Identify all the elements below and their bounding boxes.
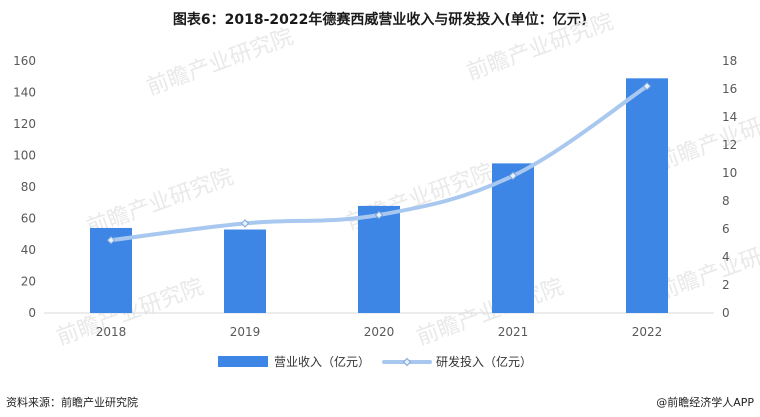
y-right-tick-label: 6 — [722, 222, 730, 236]
x-tick-label: 2021 — [498, 325, 529, 339]
rd-investment-point — [642, 81, 652, 91]
watermark-text: 前瞻产业研究院 — [654, 229, 760, 305]
y-left-tick-label: 120 — [13, 117, 36, 131]
y-right-tick-label: 16 — [722, 82, 737, 96]
y-right-tick-label: 10 — [722, 166, 737, 180]
credit-note: @前瞻经济学人APP — [656, 396, 754, 409]
revenue-bar — [626, 78, 668, 313]
legend-label-rd: 研发投入（亿元） — [436, 354, 532, 369]
y-right-tick-label: 14 — [722, 110, 737, 124]
x-tick-label: 2019 — [230, 325, 261, 339]
y-right-tick-label: 4 — [722, 250, 730, 264]
x-tick-label: 2018 — [96, 325, 127, 339]
y-left-tick-label: 140 — [13, 86, 36, 100]
watermark-text: 前瞻产业研究院 — [654, 99, 760, 175]
y-left-tick-label: 80 — [21, 180, 36, 194]
watermark-text: 前瞻产业研究院 — [464, 9, 617, 85]
legend-swatch-rd-marker — [402, 357, 412, 367]
y-left-tick-label: 20 — [21, 275, 36, 289]
x-tick-label: 2020 — [364, 325, 395, 339]
rd-investment-point — [508, 171, 518, 181]
revenue-bar — [492, 163, 534, 313]
revenue-bar — [358, 205, 400, 313]
source-note: 资料来源：前瞻产业研究院 — [6, 396, 138, 409]
x-tick-label: 2022 — [632, 325, 663, 339]
revenue-bar — [224, 229, 266, 313]
rd-investment-point — [374, 210, 384, 220]
chart-title: 图表6：2018-2022年德赛西威营业收入与研发投入(单位：亿元) — [172, 12, 588, 28]
watermark-text: 前瞻产业研究院 — [144, 24, 297, 100]
y-right-tick-label: 18 — [722, 54, 737, 68]
y-right-tick-label: 8 — [722, 194, 730, 208]
y-left-tick-label: 0 — [28, 306, 36, 320]
y-left-tick-label: 100 — [13, 149, 36, 163]
y-left-tick-label: 40 — [21, 243, 36, 257]
y-right-tick-label: 2 — [722, 278, 730, 292]
y-left-tick-label: 60 — [21, 212, 36, 226]
rd-investment-point — [106, 235, 116, 245]
y-right-tick-label: 0 — [722, 306, 730, 320]
y-left-tick-label: 160 — [13, 54, 36, 68]
legend-swatch-revenue — [218, 356, 268, 367]
legend-label-revenue: 营业收入（亿元） — [274, 354, 370, 369]
rd-investment-point — [240, 219, 250, 228]
y-right-tick-label: 12 — [722, 138, 737, 152]
